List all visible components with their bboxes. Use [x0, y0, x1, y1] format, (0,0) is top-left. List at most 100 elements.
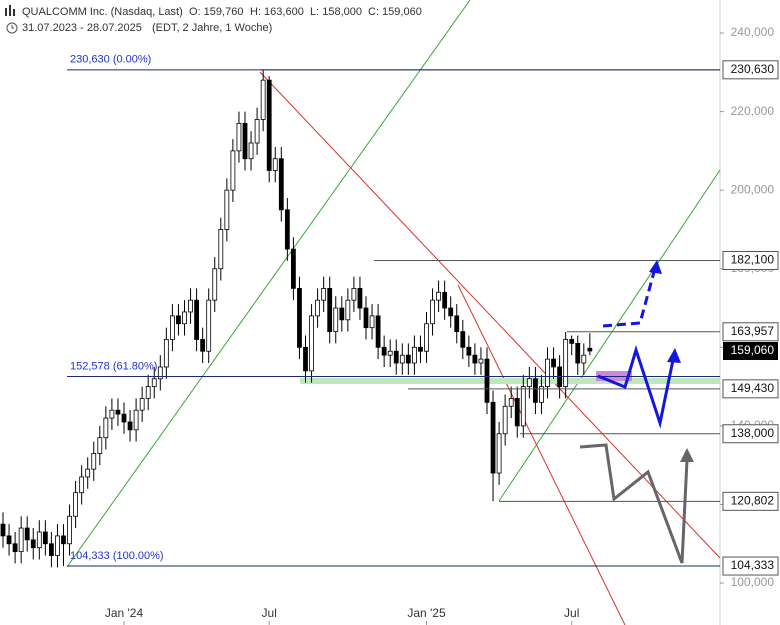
candle-body	[224, 189, 230, 230]
y-tick-label: 220,000	[731, 104, 775, 118]
candle-body	[272, 158, 278, 171]
candle-body	[248, 142, 254, 160]
candle-body	[61, 535, 66, 545]
clock-icon	[11, 25, 14, 29]
candle-body	[569, 339, 575, 344]
candle-body	[297, 287, 302, 348]
candle-body	[163, 339, 169, 368]
candle-body	[436, 291, 442, 301]
candle-body	[218, 229, 224, 270]
candle-body	[212, 268, 218, 301]
x-tick-label: Jul	[564, 606, 579, 620]
candle-body	[290, 248, 296, 289]
candle-body	[6, 535, 12, 545]
candle-body	[351, 287, 357, 301]
candle-body	[188, 299, 193, 313]
ohlc-high: H: 163,600	[250, 6, 304, 18]
candle-body	[278, 158, 284, 211]
candle-body	[73, 492, 78, 517]
candle-body	[18, 527, 24, 553]
trend-line	[457, 284, 626, 625]
arrow-head	[667, 348, 681, 363]
candle-body	[97, 437, 103, 454]
candle-body	[315, 299, 321, 317]
candle-body	[303, 346, 308, 372]
candle-body	[472, 354, 478, 364]
candle-body	[206, 299, 212, 352]
candle-body	[369, 315, 375, 329]
candle-body	[194, 299, 200, 340]
candle-body	[575, 342, 581, 364]
level-box	[722, 322, 779, 342]
candle-body	[133, 409, 139, 431]
candle-body	[139, 397, 145, 411]
candle-body	[563, 339, 569, 388]
candle-body	[539, 386, 544, 403]
candle-body	[357, 287, 363, 309]
level-box	[722, 250, 779, 270]
candle-body	[460, 331, 466, 348]
candle-body	[484, 358, 490, 403]
candle-body	[55, 535, 60, 556]
y-tick-label: 200,000	[731, 182, 775, 196]
x-tick-label: Jan '25	[407, 606, 446, 620]
level-label: 104,333	[731, 558, 775, 572]
candle-body	[363, 307, 369, 329]
icon	[9, 5, 11, 16]
candle-body	[115, 409, 121, 415]
candle-body	[466, 346, 472, 356]
candle-body	[145, 386, 151, 399]
candle-body	[12, 543, 18, 553]
candle-body	[200, 339, 206, 352]
header: QUALCOMM Inc. (Nasdaq, Last) O: 159,760 …	[5, 5, 422, 34]
level-label: 182,100	[731, 253, 775, 267]
candle-body	[375, 315, 381, 348]
candle-body	[581, 354, 587, 364]
y-tick-label: 240,000	[731, 25, 775, 39]
candle-body	[242, 122, 248, 160]
icon	[13, 9, 15, 16]
candle-body	[67, 515, 72, 545]
candle-body	[418, 346, 423, 352]
candle-body	[405, 354, 411, 364]
candle-body	[393, 350, 399, 364]
fib-label: 104,333 (100.00%)	[70, 550, 164, 562]
candle-body	[309, 315, 314, 372]
level-label: 149,430	[731, 381, 775, 395]
trend-line	[498, 169, 721, 502]
candle-body	[169, 315, 175, 340]
candle-body	[587, 347, 593, 352]
candle-body	[448, 307, 454, 317]
candle-body	[411, 346, 417, 364]
candle-body	[260, 79, 266, 120]
fib-label: 230,630 (0.00%)	[70, 54, 151, 66]
candle-body	[157, 366, 163, 380]
candle-body	[151, 378, 157, 388]
candle-body	[508, 397, 514, 407]
candle-body	[182, 311, 187, 325]
candle-body	[533, 378, 538, 403]
ohlc-open: O: 159,760	[189, 6, 243, 18]
candle-body	[345, 299, 351, 321]
candle-body	[321, 287, 327, 301]
candle-body	[176, 315, 181, 325]
icon	[5, 8, 7, 16]
candle-body	[387, 350, 393, 356]
candle-body	[502, 405, 508, 435]
chart-info: (EDT, 2 Jahre, 1 Woche)	[152, 22, 272, 34]
candle-body	[333, 307, 339, 333]
candle-body	[520, 386, 526, 427]
candle-body	[36, 531, 42, 549]
x-tick-label: Jul	[262, 606, 277, 620]
candle-body	[0, 523, 6, 537]
level-label: 163,957	[731, 324, 775, 338]
candle-body	[30, 539, 36, 549]
candle-body	[526, 378, 532, 388]
last-price-label: 159,060	[731, 343, 775, 357]
candle-body	[327, 287, 333, 333]
candle-body	[49, 543, 54, 556]
arrow-head	[649, 260, 662, 274]
x-tick-label: Jan '24	[105, 606, 144, 620]
candle-body	[551, 358, 556, 368]
